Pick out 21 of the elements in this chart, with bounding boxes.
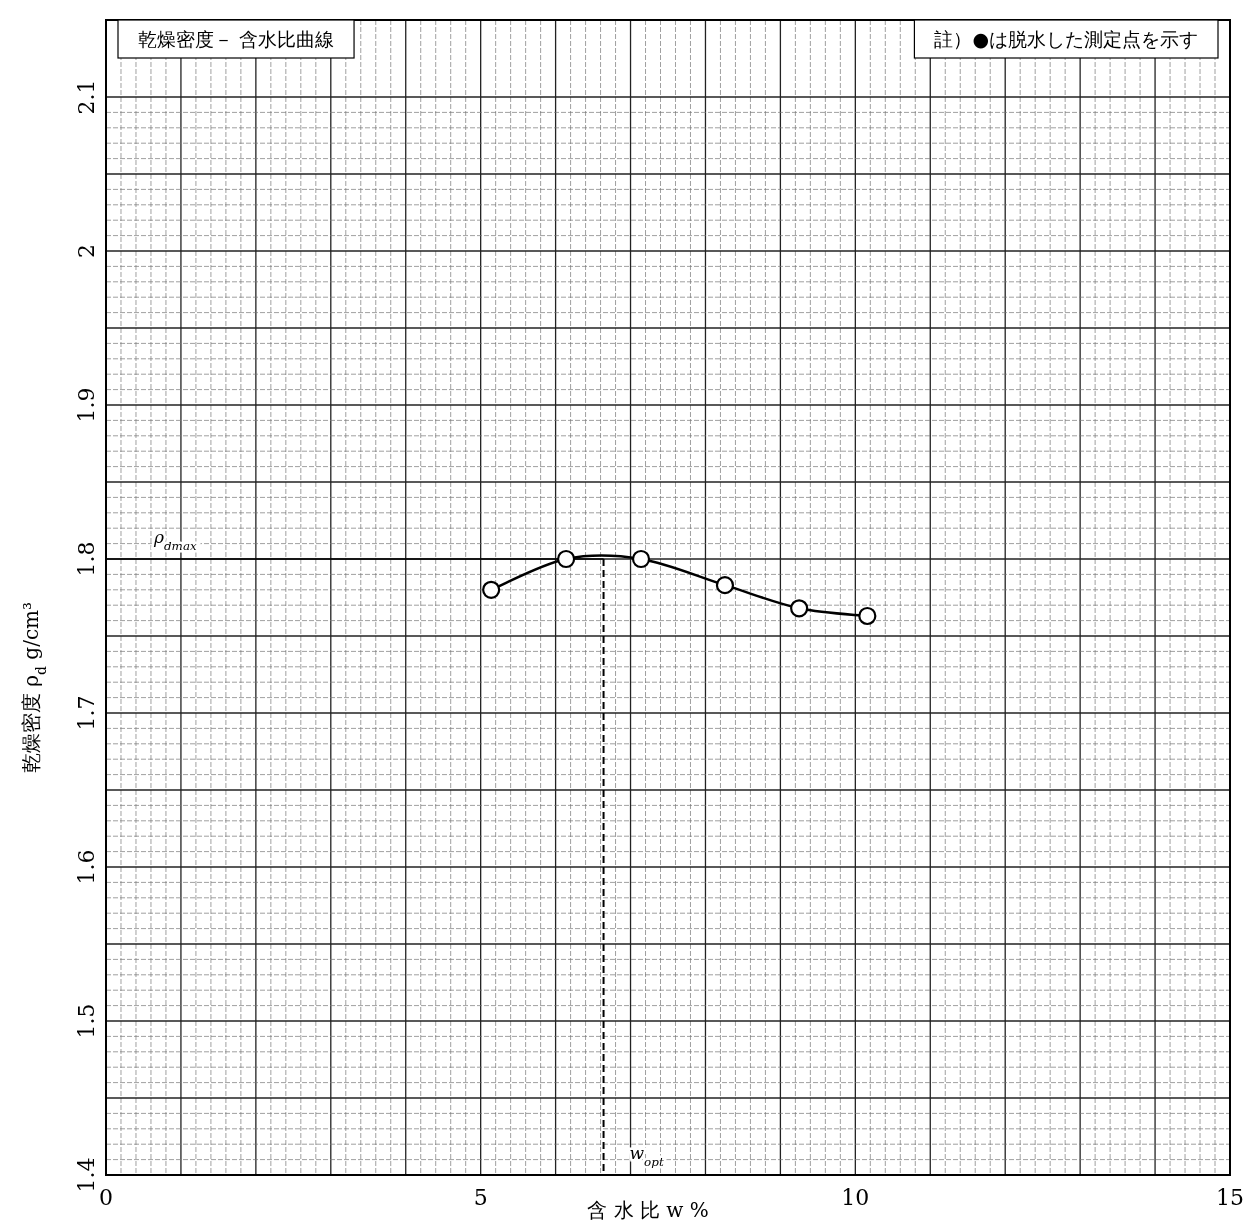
x-tick-label: 10 [841, 1185, 870, 1210]
point [715, 576, 735, 595]
chart-title: 乾燥密度－ 含水比曲線 [138, 28, 335, 50]
y-tick-label: 1.7 [74, 695, 99, 731]
point [482, 580, 501, 599]
y-tick-label: 1.9 [74, 387, 99, 423]
y-tick-label: 1.8 [74, 541, 99, 577]
point [556, 549, 576, 569]
point [858, 606, 877, 626]
annotation: 註）●は脱水した測定点を示す [934, 28, 1198, 50]
y-tick-label: 2 [74, 244, 99, 258]
x-tick-label: 5 [473, 1185, 488, 1210]
y-tick-label: 1.4 [74, 1157, 99, 1193]
point [631, 549, 651, 569]
y-tick-label: 1.6 [74, 849, 99, 885]
y-tick-label: 2.1 [74, 79, 99, 115]
x-axis-title: 含 水 比 w % [587, 1198, 709, 1222]
point [790, 599, 809, 618]
x-tick-label: 15 [1216, 1185, 1244, 1210]
y-tick-label: 1.5 [74, 1003, 99, 1039]
x-tick-label: 0 [99, 1185, 113, 1210]
